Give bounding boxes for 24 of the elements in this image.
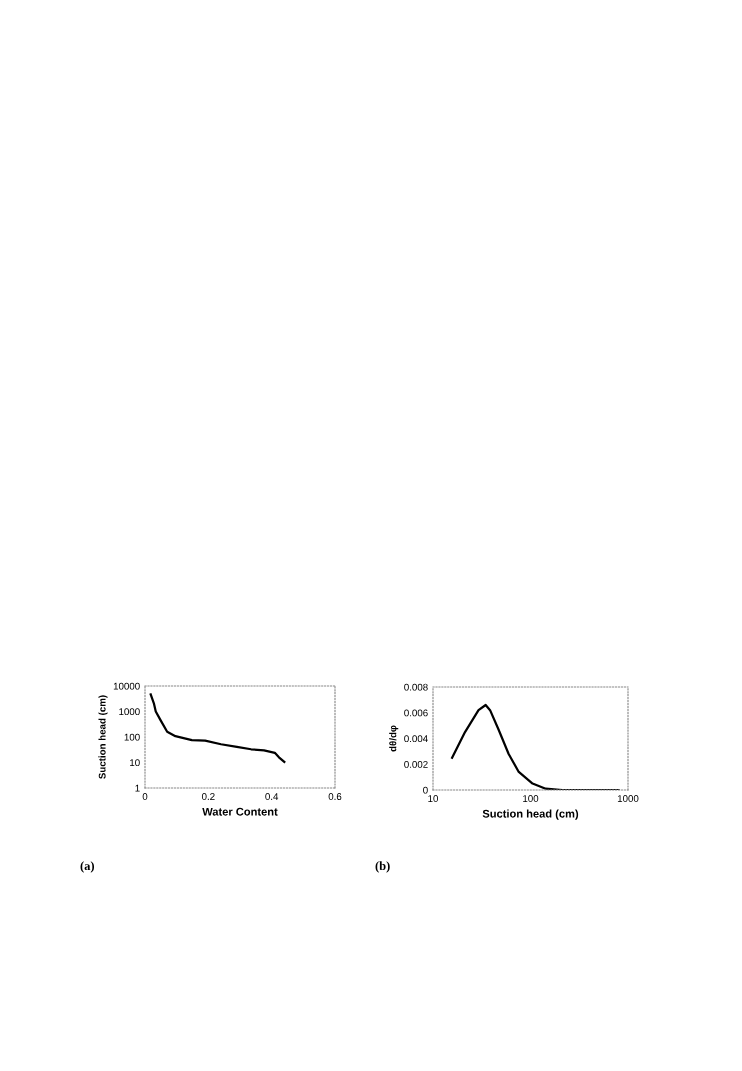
x-axis-title: Suction head (cm) (482, 809, 579, 820)
x-tick-label: 0.4 (265, 793, 279, 800)
y-axis-title: dθ/dφ (389, 725, 399, 752)
x-tick-label: 0.6 (328, 793, 342, 800)
y-tick-label: 0.006 (404, 709, 428, 717)
y-tick-label: 10 (130, 759, 140, 767)
x-axis-title: Water Content (202, 807, 278, 816)
y-axis-title: Suction head (cm) (98, 695, 108, 779)
y-tick-label: 0 (423, 786, 428, 794)
y-tick-label: 10000 (113, 682, 140, 690)
text: (b) (375, 861, 390, 873)
y-tick-label: 0.004 (404, 735, 428, 743)
y-tick-label: 0.002 (404, 760, 428, 768)
x-tick-label: 0.2 (201, 793, 215, 800)
x-tick-label: 10 (428, 795, 439, 802)
x-tick-label: 100 (523, 795, 539, 802)
text: (a) (80, 861, 95, 873)
x-tick-label: 1000 (617, 795, 639, 802)
x-tick-label: 0 (142, 793, 148, 800)
y-tick-label: 1 (135, 784, 140, 792)
y-tick-label: 0.008 (404, 683, 428, 691)
y-tick-label: 100 (124, 733, 140, 741)
y-tick-label: 1000 (119, 708, 140, 716)
line-series (149, 693, 286, 764)
